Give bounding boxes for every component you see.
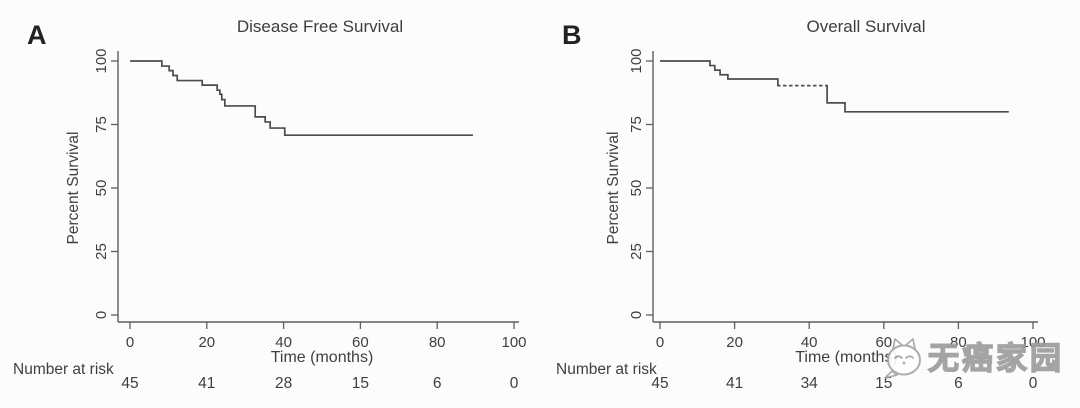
x-tick-label: 0 [126,334,134,351]
km-curve [130,60,473,137]
y-tick-label: 25 [93,243,110,260]
x-tick-label: 100 [1020,334,1045,351]
y-tick-label: 75 [628,116,645,133]
x-axis-label: Time (months) [271,349,374,366]
x-tick-label: 80 [429,334,446,351]
panel-b-letter: B [562,20,582,50]
number-at-risk-value: 15 [875,375,892,392]
y-tick-label: 0 [628,311,645,319]
x-tick-label: 20 [198,334,215,351]
number-at-risk-label: Number at risk [556,361,657,378]
number-at-risk-value: 28 [275,375,292,392]
watermark: 无癌家园 [880,336,1064,382]
y-tick-label: 0 [93,311,110,319]
number-at-risk-value: 6 [433,375,442,392]
x-axis-label: Time (months) [795,349,898,366]
y-tick-label: 50 [628,180,645,197]
number-at-risk-value: 45 [651,375,668,392]
y-tick-label: 100 [628,48,645,73]
number-at-risk-label: Number at risk [13,361,114,378]
y-tick-label: 100 [93,48,110,73]
number-at-risk-value: 45 [121,375,138,392]
number-at-risk-value: 15 [352,375,369,392]
number-at-risk-value: 0 [510,375,519,392]
number-at-risk-value: 41 [198,375,215,392]
y-axis-label: Percent Survival [605,132,622,245]
watermark-text: 无癌家园 [927,340,1064,376]
x-tick-label: 20 [726,334,743,351]
number-at-risk-value: 6 [954,375,963,392]
panel-a-title: Disease Free Survival [236,17,404,36]
x-tick-label: 60 [875,334,892,351]
x-tick-label: 60 [352,334,369,351]
y-tick-label: 75 [93,116,110,133]
number-at-risk-value: 41 [726,375,743,392]
watermark-cat-bubble-icon [884,338,921,379]
x-tick-label: 40 [801,334,818,351]
y-axis-label: Percent Survival [65,132,82,245]
number-at-risk-value: 0 [1029,375,1038,392]
x-tick-label: 0 [656,334,664,351]
y-tick-label: 25 [628,243,645,260]
x-tick-label: 40 [275,334,292,351]
x-tick-label: 100 [501,334,526,351]
y-tick-label: 50 [93,180,110,197]
number-at-risk-value: 34 [801,375,819,392]
km-curve [660,60,1009,113]
panel-a-letter: A [27,20,47,50]
panel-b-title: Overall Survival [806,17,926,36]
x-tick-label: 80 [950,334,967,351]
